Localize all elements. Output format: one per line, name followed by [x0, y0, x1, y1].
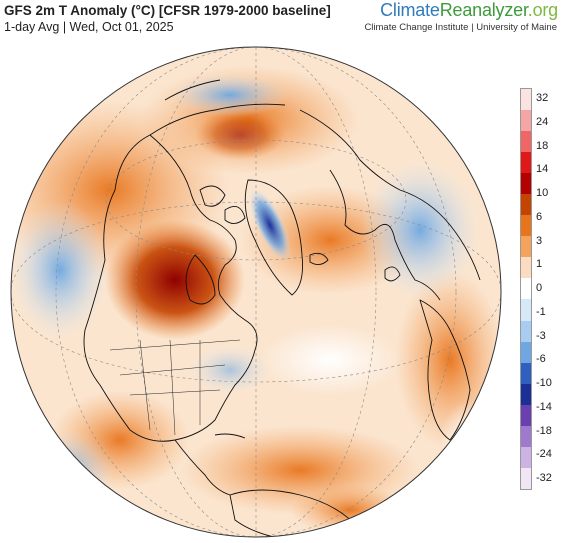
legend-swatch	[521, 89, 531, 111]
legend-label: -3	[536, 329, 546, 342]
globe-outline	[10, 46, 502, 538]
legend-swatch	[521, 152, 531, 174]
legend-swatch	[521, 257, 531, 279]
legend-swatch	[521, 362, 531, 384]
state-borders	[109, 339, 241, 436]
legend-label: -6	[536, 353, 546, 366]
legend-label: 32	[536, 92, 549, 104]
legend-label: -24	[536, 448, 552, 461]
legend-label: -1	[536, 305, 546, 318]
legend-swatch	[521, 404, 531, 426]
legend-swatch	[521, 131, 531, 153]
legend-label: 24	[536, 115, 549, 128]
legend-label: 6	[536, 210, 543, 223]
legend-label: -14	[536, 400, 552, 413]
legend-swatch	[521, 425, 531, 447]
legend-swatch	[521, 194, 531, 216]
legend-label: 14	[536, 163, 549, 176]
color-legend-bar	[520, 88, 532, 490]
map-subtitle: 1-day Avg | Wed, Oct 01, 2025	[4, 20, 174, 34]
legend-label: 10	[536, 187, 549, 199]
legend-label: -18	[536, 424, 552, 437]
legend-swatch	[521, 320, 531, 342]
legend-swatch	[521, 446, 531, 468]
brand-logo-part-org: .org	[527, 0, 558, 20]
legend-label: 18	[536, 139, 549, 152]
brand-affiliation: Climate Change Institute | University of…	[364, 22, 557, 33]
legend-swatch	[521, 278, 531, 300]
coastlines	[83, 79, 481, 537]
legend-label: 0	[536, 282, 543, 294]
legend-label: 1	[536, 258, 543, 271]
brand-logo-part-climate: Climate	[380, 0, 440, 20]
legend-swatch	[521, 236, 531, 258]
graticule	[11, 47, 501, 537]
legend-label: -10	[536, 377, 552, 389]
anomaly-field	[11, 47, 501, 537]
brand-logo[interactable]: ClimateReanalyzer.org	[380, 0, 558, 21]
legend-label: -32	[536, 472, 552, 484]
legend-swatch	[521, 215, 531, 237]
legend-swatch	[521, 299, 531, 321]
globe-map	[10, 46, 502, 538]
brand-logo-part-reanalyzer: Reanalyzer	[439, 0, 528, 20]
color-legend: 32 24 18 14 10 6 3 1 0 -1 -3 -6 -10 -14 -18 -24 -32	[518, 88, 562, 490]
map-title: GFS 2m T Anomaly (°C) [CFSR 1979-2000 ba…	[4, 3, 331, 18]
legend-swatch	[521, 173, 531, 195]
color-legend-labels: 32 24 18 14 10 6 3 1 0 -1 -3 -6 -10 -14 -18 -24 -32	[536, 88, 562, 488]
legend-swatch	[521, 383, 531, 405]
legend-swatch	[521, 341, 531, 363]
legend-label: 3	[536, 234, 543, 247]
legend-swatch	[521, 110, 531, 132]
legend-swatch	[521, 467, 531, 489]
